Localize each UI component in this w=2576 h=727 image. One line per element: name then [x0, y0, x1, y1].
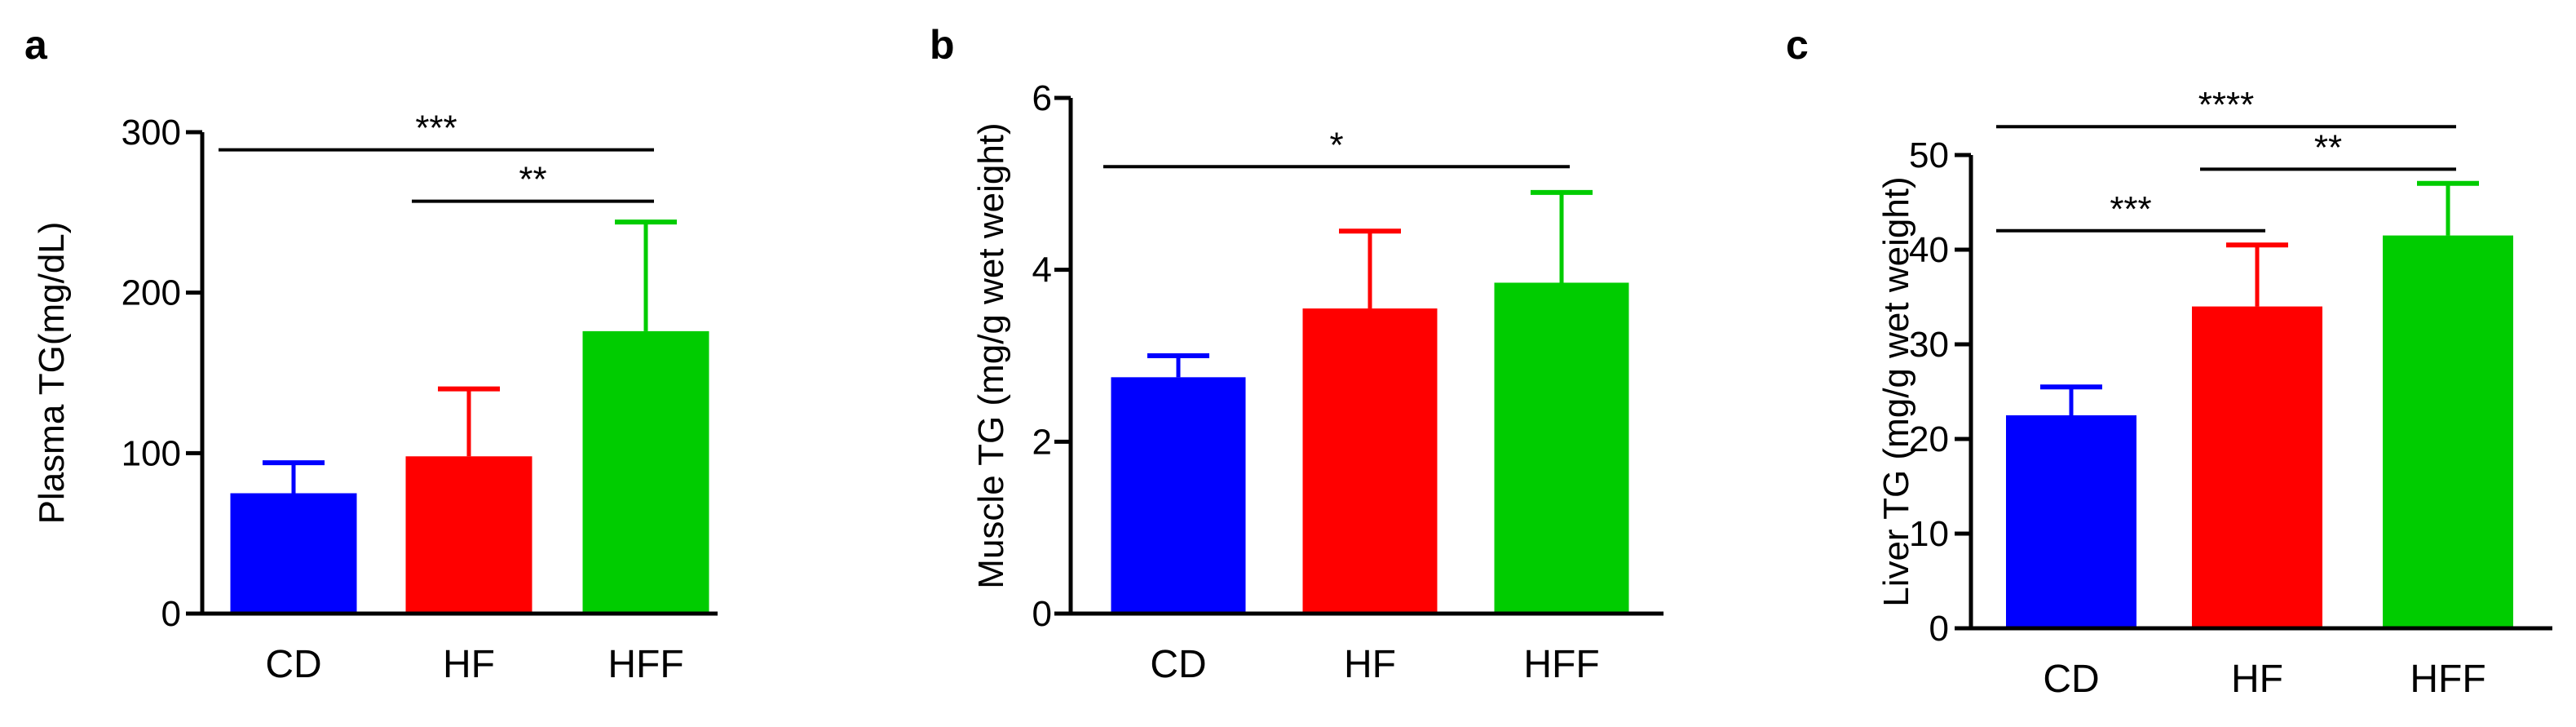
- bar-cd: [2006, 415, 2136, 628]
- x-tick-label: CD: [1150, 643, 1206, 686]
- y-tick-label: 10: [1909, 514, 1949, 554]
- significance-label: ***: [415, 109, 457, 149]
- bar-cd: [230, 493, 357, 614]
- y-tick-label: 100: [122, 433, 181, 473]
- x-tick-label: HFF: [1523, 643, 1599, 686]
- x-tick-label: HF: [2231, 658, 2283, 701]
- y-tick-label: 30: [1909, 325, 1949, 365]
- bar-hff: [1494, 282, 1629, 614]
- panel-letter-c: c: [1786, 22, 1809, 68]
- significance-label: *: [1329, 125, 1343, 165]
- significance-label: ***: [2110, 189, 2151, 229]
- x-tick-label: HFF: [608, 643, 683, 686]
- bar-hf: [2192, 306, 2322, 628]
- bar-hff: [582, 330, 709, 614]
- y-axis-label: Plasma TG(mg/dL): [32, 222, 72, 525]
- y-axis-label: Liver TG (mg/g wet weight): [1876, 176, 1916, 606]
- y-tick-label: 50: [1909, 135, 1949, 175]
- y-tick-label: 0: [161, 594, 181, 634]
- bar-hf: [405, 456, 532, 614]
- bar-hff: [2383, 235, 2513, 628]
- significance-label: **: [519, 160, 546, 200]
- y-tick-label: 300: [122, 113, 181, 153]
- y-tick-label: 20: [1909, 419, 1949, 459]
- panel-letter-a: a: [24, 22, 48, 68]
- bar-cd: [1111, 377, 1246, 614]
- significance-label: ****: [2198, 85, 2255, 125]
- chart-panel-b: CD HF HFF 0 2 4 6 Muscle TG (mg/g wet weight) *: [971, 78, 1664, 686]
- y-tick-label: 6: [1032, 78, 1052, 118]
- y-axis-label: Muscle TG (mg/g wet weight): [971, 122, 1011, 588]
- significance-label: **: [2314, 127, 2342, 167]
- x-tick-label: CD: [2043, 658, 2099, 701]
- bar-hf: [1302, 308, 1438, 614]
- y-tick-label: 2: [1032, 422, 1052, 462]
- y-tick-label: 0: [1929, 609, 1949, 649]
- y-tick-label: 200: [122, 273, 181, 313]
- x-tick-label: HFF: [2410, 658, 2485, 701]
- x-tick-label: HF: [1344, 643, 1396, 686]
- y-tick-label: 40: [1909, 230, 1949, 270]
- x-tick-label: CD: [265, 643, 321, 686]
- y-tick-label: 4: [1032, 250, 1052, 290]
- x-tick-label: HF: [443, 643, 495, 686]
- y-tick-label: 0: [1032, 594, 1052, 634]
- panel-letter-b: b: [930, 22, 955, 68]
